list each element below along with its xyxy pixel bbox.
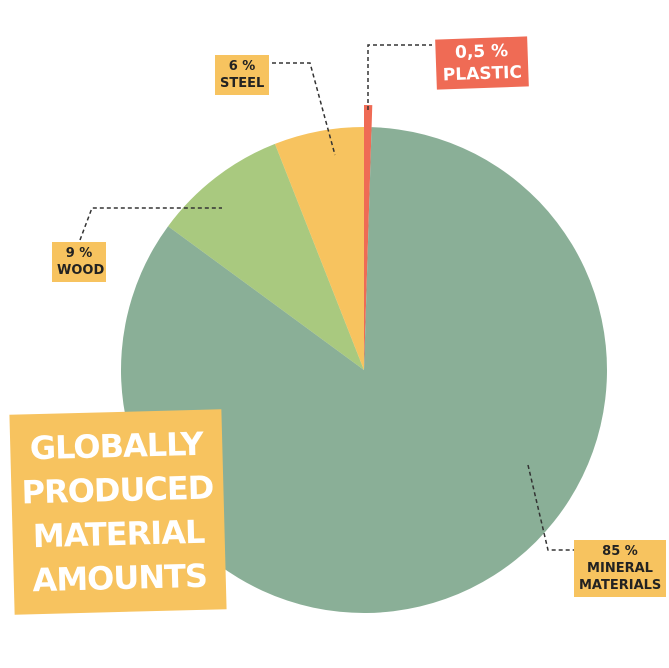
leader-line [527, 464, 574, 551]
value-label: 85 % [602, 544, 638, 559]
value-label: 0,5 % [454, 41, 509, 63]
pie [121, 105, 607, 613]
slice [168, 143, 364, 370]
category-label: MINERAL MATERIALS [579, 561, 662, 593]
leader-lines [79, 44, 574, 551]
label-box: 9 % WOOD [52, 242, 106, 282]
slice [364, 105, 373, 370]
category-label: STEEL [220, 76, 265, 91]
chart-title: GLOBALLY PRODUCED MATERIAL AMOUNTS [9, 409, 227, 615]
value-label: 6 % [228, 59, 256, 74]
category-label: PLASTIC [442, 62, 523, 86]
leader-line [367, 44, 432, 110]
label-box: 0,5 % PLASTIC [435, 36, 529, 90]
slice [121, 127, 607, 613]
label-box: 6 % STEEL [215, 55, 269, 95]
category-label: WOOD [57, 263, 105, 278]
leader-line [272, 62, 336, 156]
label-box: 85 % MINERAL MATERIALS [574, 540, 666, 597]
slice [274, 127, 364, 370]
leader-line [79, 207, 222, 241]
value-label: 9 % [65, 246, 93, 261]
